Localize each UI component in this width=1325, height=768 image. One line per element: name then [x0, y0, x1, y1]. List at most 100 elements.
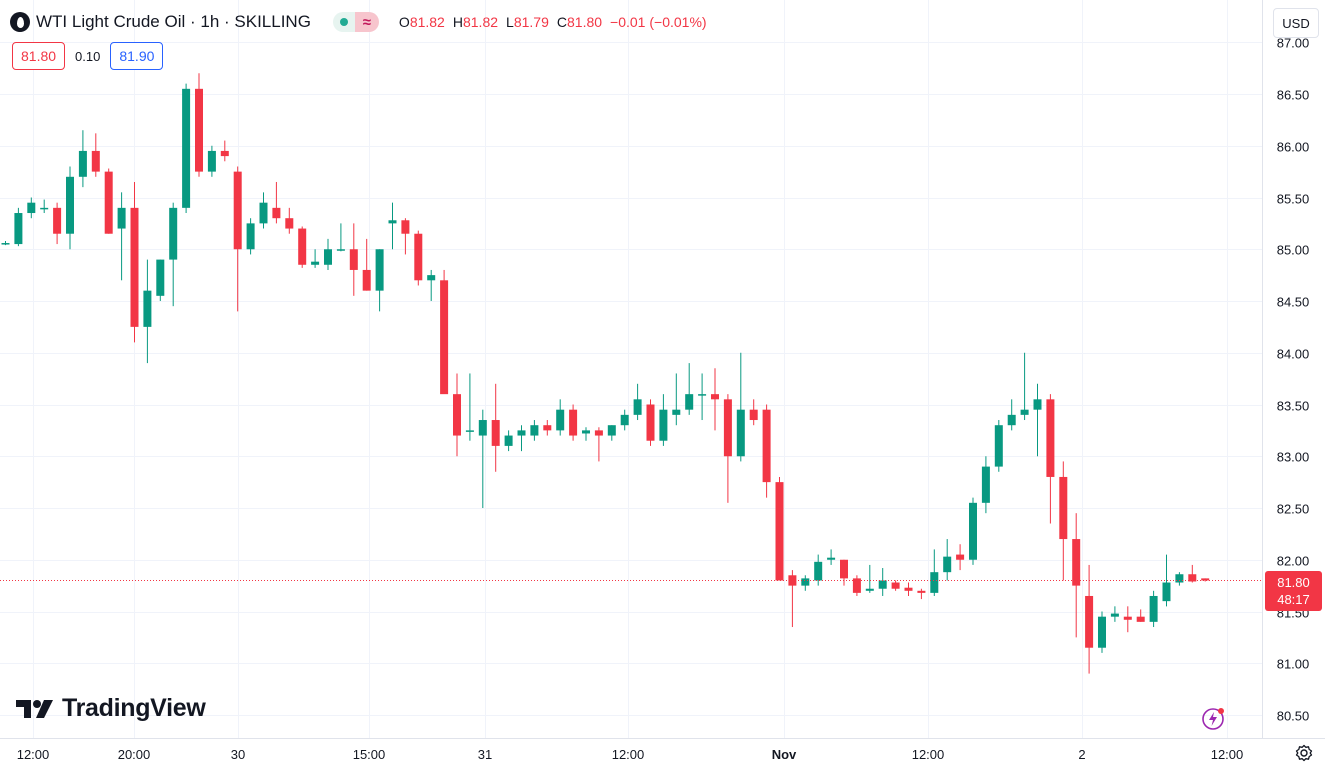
time-tick-label: 20:00 — [118, 747, 151, 762]
candle — [878, 568, 887, 596]
price-tick-label: 87.00 — [1277, 36, 1310, 51]
candle-body — [504, 435, 513, 446]
candle-body — [491, 420, 500, 446]
candle-body — [117, 207, 126, 229]
time-axis[interactable]: 12:00 20:00 30 15:00 31 12:00 Nov 12:00 2 12:00 — [0, 738, 1325, 763]
time-tick-label: 30 — [231, 747, 245, 762]
candle — [156, 259, 165, 301]
price-tick-label: 83.50 — [1277, 399, 1310, 414]
candle-body — [852, 578, 861, 593]
candle-body — [723, 399, 732, 457]
tradingview-logo[interactable]: TradingView — [16, 694, 206, 723]
candle — [1201, 578, 1210, 582]
candle — [1072, 513, 1081, 638]
candle — [814, 554, 823, 586]
brand-name: TradingView — [62, 694, 206, 722]
candle-body — [195, 88, 203, 172]
candle-body — [336, 249, 345, 251]
price-tick-label: 85.50 — [1277, 192, 1310, 207]
candle-body — [53, 207, 62, 234]
candle — [582, 427, 590, 441]
candle — [1033, 383, 1042, 457]
price-tick-label: 85.00 — [1277, 243, 1310, 258]
trade-panel: 81.80 0.10 81.90 — [12, 42, 164, 70]
symbol-logo-icon[interactable] — [10, 12, 30, 32]
candle-body — [375, 249, 384, 291]
candle-body — [840, 559, 848, 579]
candle-body — [14, 213, 23, 245]
candle — [336, 223, 345, 252]
candle — [981, 456, 990, 514]
candle-body — [646, 404, 655, 441]
candle — [543, 420, 552, 436]
candle — [969, 497, 977, 565]
candle — [865, 564, 874, 593]
candle-body — [1188, 574, 1197, 582]
price-tick-label: 80.50 — [1277, 709, 1310, 724]
candle-body — [1162, 582, 1171, 602]
price-tick-label: 81.00 — [1277, 657, 1310, 672]
sell-button[interactable]: 81.80 — [12, 42, 66, 70]
currency-selector[interactable]: USD — [1273, 8, 1319, 38]
candle — [324, 238, 332, 270]
candle — [517, 425, 526, 452]
candle — [633, 383, 642, 421]
bar-countdown: 48:17 — [1277, 592, 1310, 607]
candle — [698, 373, 707, 421]
status-pill[interactable]: ≈ — [332, 12, 379, 32]
time-tick-label: Nov — [772, 747, 797, 762]
candle — [917, 588, 926, 600]
candle-body — [633, 399, 642, 415]
candle-body — [233, 171, 242, 250]
candle-body — [930, 572, 939, 593]
symbol-title[interactable]: WTI Light Crude Oil · 1h · SKILLING — [36, 12, 311, 31]
candle — [891, 580, 900, 591]
candle — [130, 181, 139, 343]
candle — [220, 140, 229, 162]
time-tick-label: 31 — [478, 747, 492, 762]
indicator-icon: ≈ — [354, 12, 379, 32]
gear-icon[interactable] — [1295, 744, 1313, 762]
candle — [1098, 611, 1106, 653]
candle — [233, 166, 242, 312]
candle-body — [401, 220, 410, 234]
candle — [801, 575, 810, 591]
candle-body — [620, 414, 629, 426]
price-tick-label: 82.00 — [1277, 554, 1310, 569]
change-value: −0.01 (−0.01%) — [610, 14, 707, 30]
candle — [1, 240, 10, 246]
candle-body — [1059, 476, 1068, 540]
candle — [672, 373, 681, 426]
bolt-icon[interactable] — [1201, 707, 1225, 731]
candle-body — [220, 150, 229, 157]
price-axis[interactable]: 80.5081.0081.5082.0082.5083.0083.5084.00… — [1262, 0, 1310, 738]
candle — [775, 476, 784, 581]
candle — [285, 207, 294, 234]
candle — [1123, 606, 1132, 633]
candle — [1085, 564, 1094, 674]
candle-body — [607, 425, 616, 436]
candle-body — [388, 220, 397, 224]
candle-body — [904, 587, 913, 591]
candle-body — [440, 280, 449, 395]
candle — [530, 420, 539, 441]
candle-body — [685, 394, 694, 410]
candle-body — [956, 554, 965, 560]
price-tick-label: 84.50 — [1277, 295, 1310, 310]
candle-body — [698, 394, 707, 396]
candle — [1046, 394, 1055, 524]
candle — [375, 249, 384, 312]
candle-body — [775, 482, 784, 581]
candle — [827, 549, 836, 565]
candle — [40, 199, 49, 214]
buy-button[interactable]: 81.90 — [110, 42, 164, 70]
candle-body — [427, 275, 436, 281]
candle — [414, 230, 423, 286]
candle-body — [981, 466, 990, 503]
candle-body — [711, 394, 719, 400]
candle-body — [659, 409, 668, 441]
candle — [91, 133, 100, 177]
candle — [569, 404, 578, 441]
candle — [620, 409, 629, 431]
